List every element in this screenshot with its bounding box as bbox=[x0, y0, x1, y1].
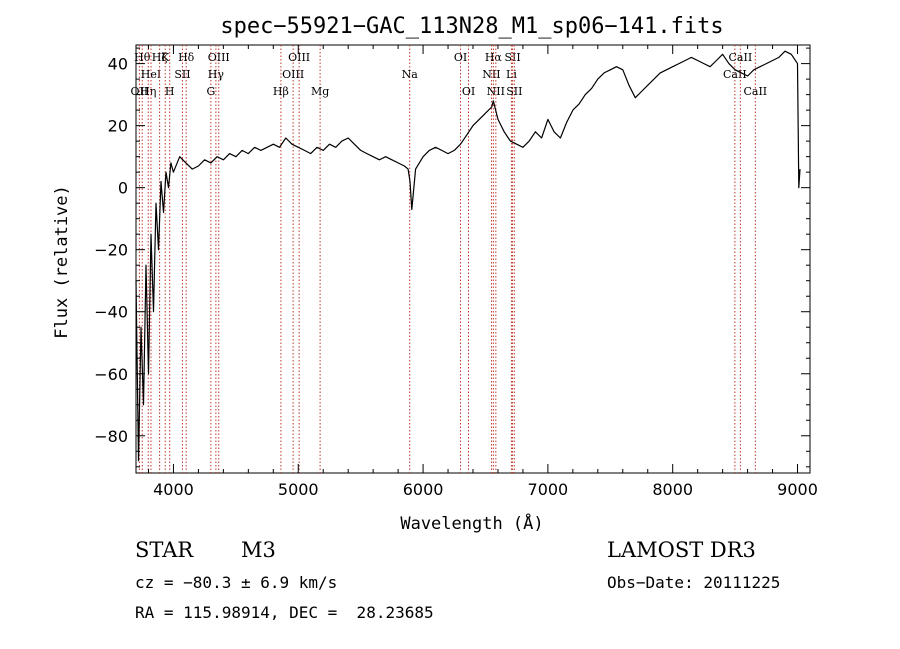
line-label: Na bbox=[402, 68, 419, 81]
line-label: OI bbox=[462, 85, 475, 98]
survey-name: LAMOST DR3 bbox=[607, 538, 756, 562]
x-tick-label: 6000 bbox=[403, 480, 444, 499]
x-tick-label: 8000 bbox=[652, 480, 693, 499]
spectrum-series bbox=[135, 50, 801, 462]
line-label: OIII bbox=[282, 68, 304, 81]
line-label: HeI bbox=[141, 68, 161, 81]
x-axis-label: Wavelength (Å) bbox=[400, 512, 543, 534]
line-label: NII bbox=[482, 68, 500, 81]
line-label: Hζ bbox=[152, 51, 168, 64]
x-tick-label: 5000 bbox=[278, 480, 319, 499]
line-label: OIII bbox=[208, 51, 230, 64]
object-class: STAR bbox=[135, 538, 194, 562]
plot-frame bbox=[135, 44, 811, 474]
line-label: OIII bbox=[288, 51, 310, 64]
line-label: Hθ bbox=[134, 51, 151, 64]
observation-date: Obs−Date: 20111225 bbox=[607, 573, 781, 592]
y-tick-label: 0 bbox=[118, 179, 128, 198]
x-tick-label: 7000 bbox=[528, 480, 569, 499]
y-tick-label: −60 bbox=[94, 365, 128, 384]
y-tick-label: 40 bbox=[108, 55, 128, 74]
coordinates: RA = 115.98914, DEC = 28.23685 bbox=[135, 603, 434, 622]
line-label: SII bbox=[504, 51, 520, 64]
line-label: OII bbox=[131, 85, 149, 98]
y-tick-label: −80 bbox=[94, 427, 128, 446]
spectrum-line bbox=[135, 50, 801, 462]
x-axis: 4000 5000 6000 7000 8000 9000 bbox=[147, 45, 818, 499]
line-label: Hγ bbox=[208, 68, 225, 81]
x-tick-label: 9000 bbox=[777, 480, 818, 499]
y-tick-label: −40 bbox=[94, 303, 128, 322]
x-tick-label: 4000 bbox=[153, 480, 194, 499]
plot-border bbox=[135, 44, 811, 474]
line-label: Mg bbox=[311, 85, 329, 98]
emission-lines: OII Hθ Hη HeI HζK H SII Hδ G Hγ OIII Hβ OIII OIII Mg Na… bbox=[131, 45, 767, 473]
line-label: NII bbox=[487, 85, 505, 98]
line-label: G bbox=[206, 85, 215, 98]
y-tick-label: −20 bbox=[94, 241, 128, 260]
y-axis-label: Flux (relative) bbox=[52, 185, 72, 339]
line-label: CaII bbox=[729, 51, 753, 64]
line-label: SII bbox=[506, 85, 522, 98]
line-label: K bbox=[161, 51, 170, 64]
line-label: Hα bbox=[485, 51, 503, 64]
line-label: Li bbox=[506, 68, 517, 81]
line-label: SII bbox=[174, 68, 190, 81]
line-label: Hδ bbox=[178, 51, 195, 64]
y-axis: −80 −60 −40 −20 0 20 40 bbox=[94, 47, 810, 468]
line-label: Hβ bbox=[273, 85, 289, 98]
chart-title: spec−55921−GAC_113N28_M1_sp06−141.fits bbox=[220, 14, 723, 39]
redshift-cz: cz = −80.3 ± 6.9 km/s bbox=[135, 573, 338, 592]
line-label: H bbox=[165, 85, 175, 98]
line-label: Hη bbox=[140, 85, 156, 98]
line-label: OI bbox=[454, 51, 467, 64]
y-tick-label: 20 bbox=[108, 117, 128, 136]
object-subclass: M3 bbox=[241, 538, 276, 562]
line-label: CaII bbox=[743, 85, 767, 98]
